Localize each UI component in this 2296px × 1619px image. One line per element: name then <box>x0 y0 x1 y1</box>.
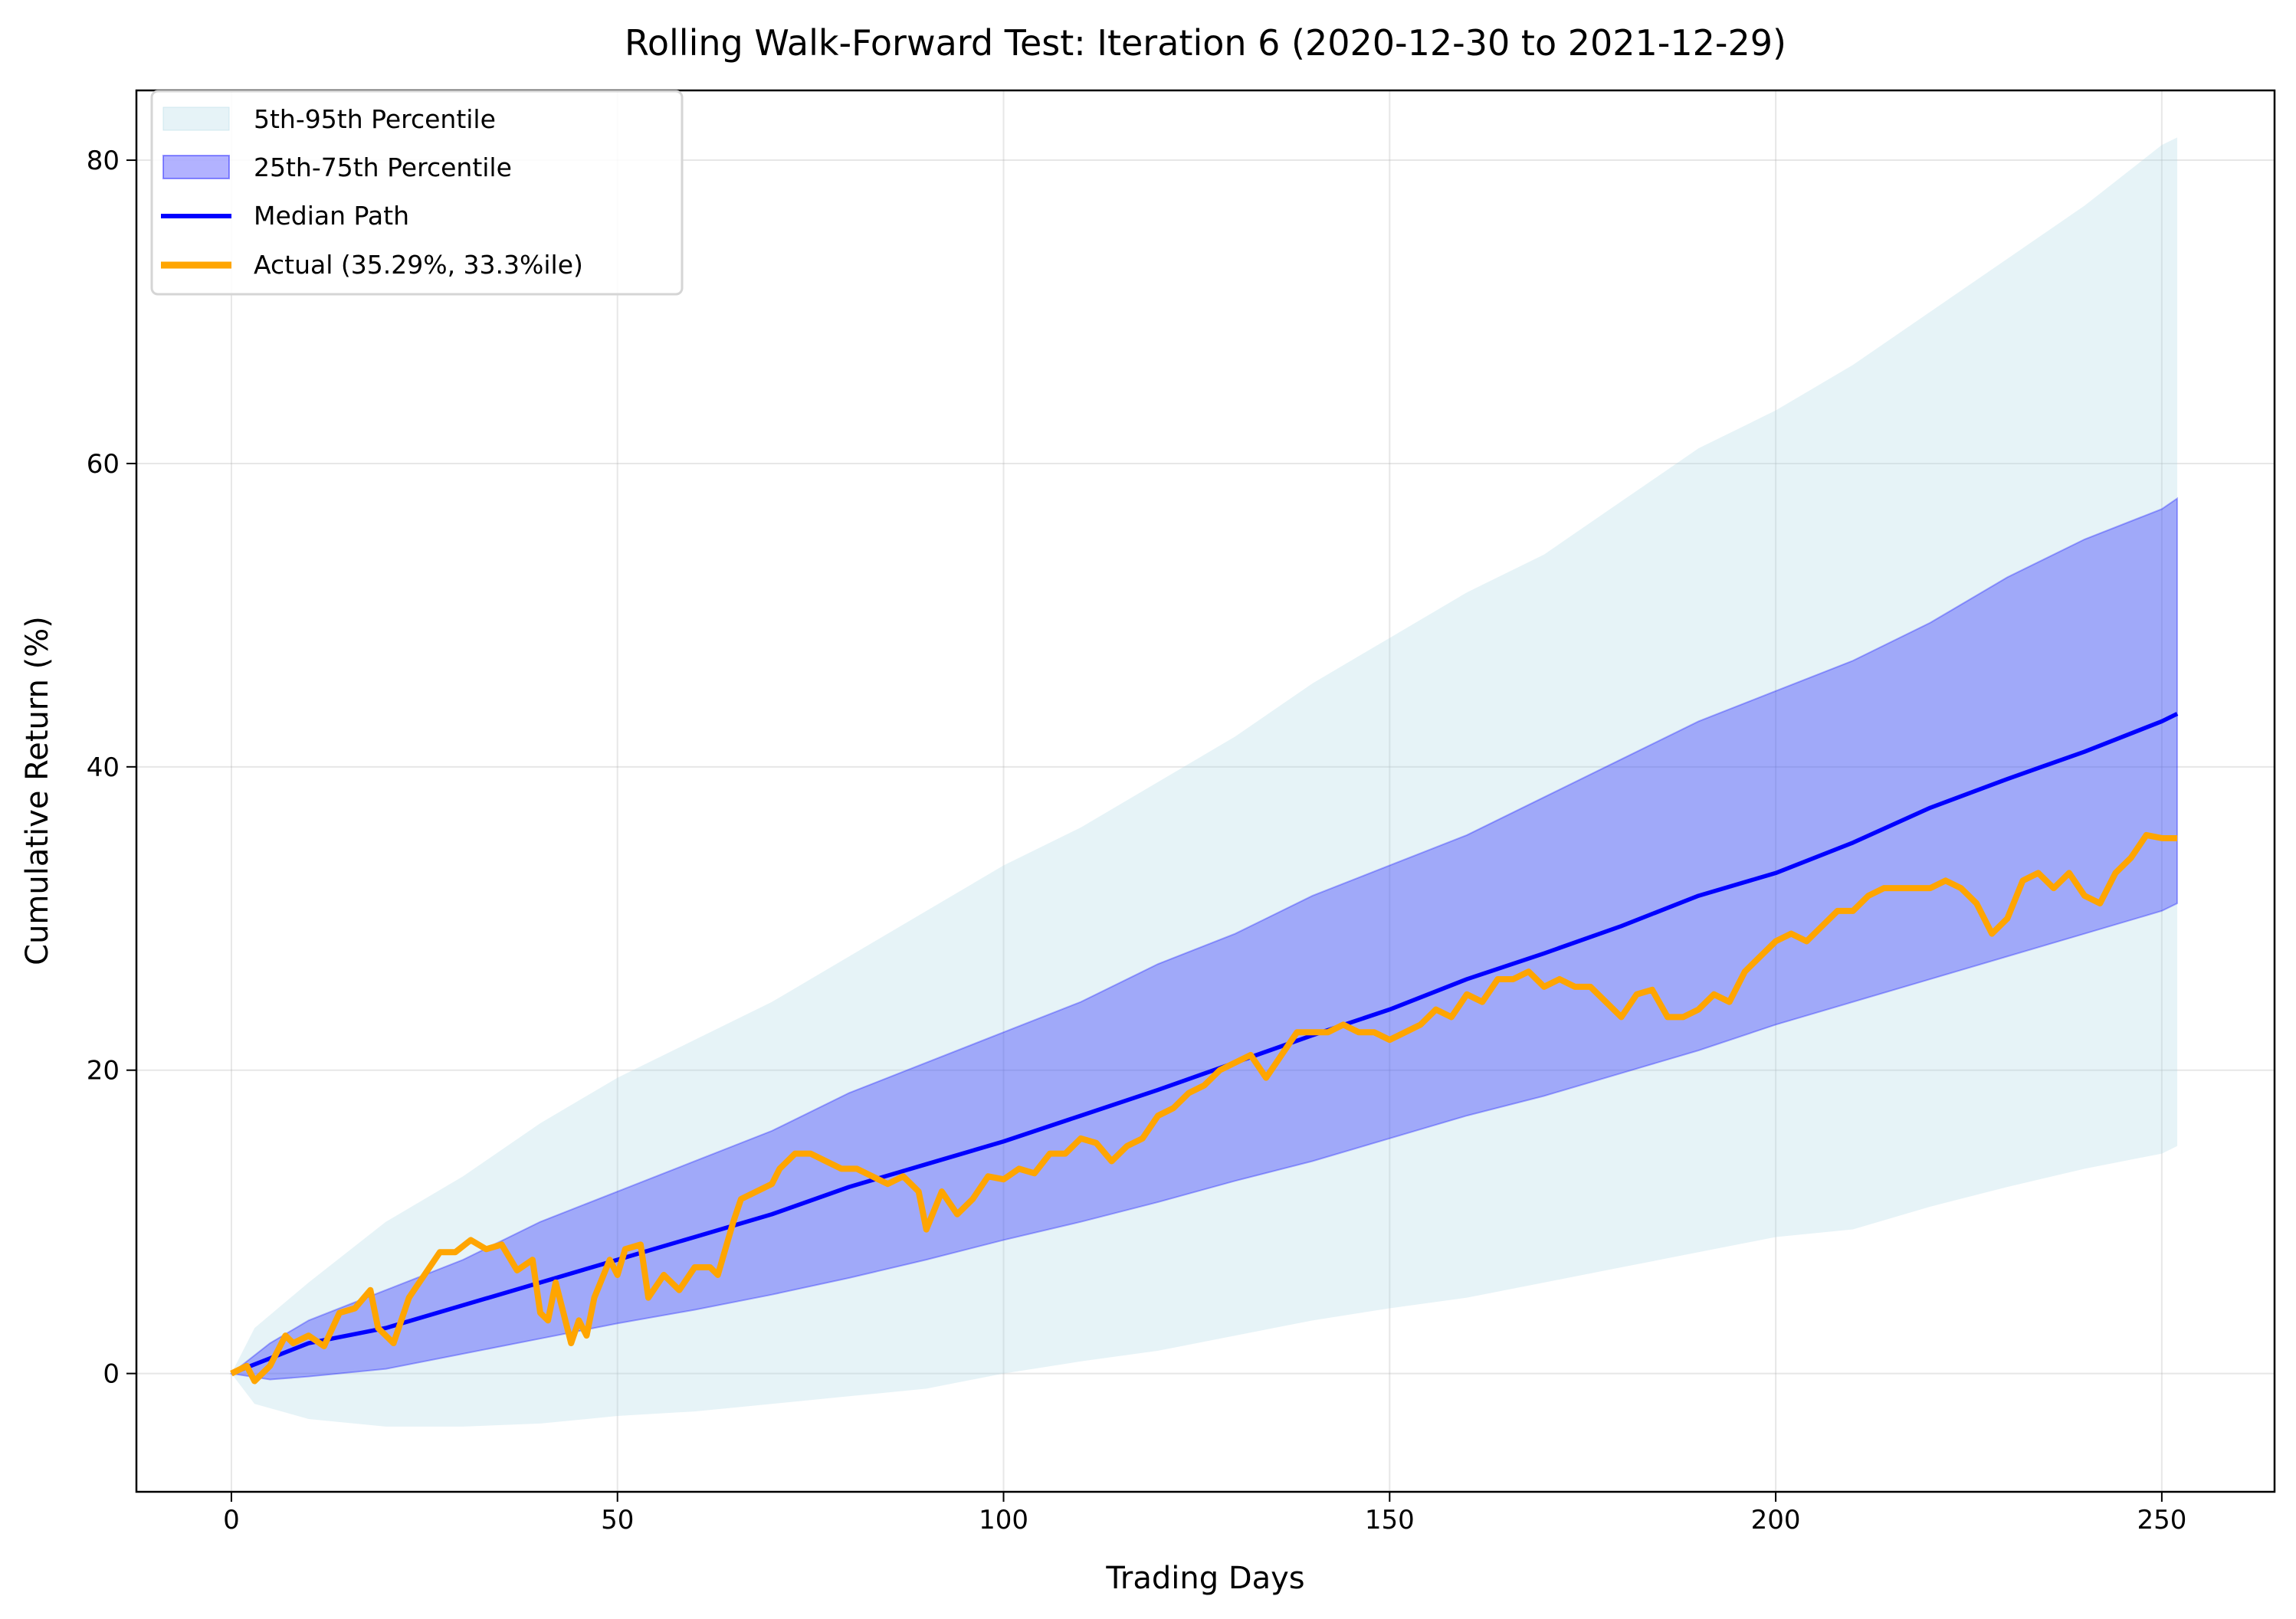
legend-label-inner-band: 25th-75th Percentile <box>254 152 512 182</box>
legend: 5th-95th Percentile 25th-75th Percentile… <box>150 90 684 296</box>
legend-box <box>150 90 684 296</box>
y-tick-label: 20 <box>87 1056 120 1086</box>
y-tick-label: 60 <box>87 449 120 480</box>
y-axis-label: Cumulative Return (%) <box>20 616 55 965</box>
legend-swatch-inner-band <box>162 155 230 179</box>
legend-label-outer-band: 5th-95th Percentile <box>254 104 496 134</box>
lines <box>230 712 2179 1385</box>
x-tick-label: 0 <box>223 1505 240 1535</box>
x-tick-label: 150 <box>1365 1505 1415 1535</box>
x-tick-label: 50 <box>601 1505 634 1535</box>
band-5-95 <box>231 137 2178 1427</box>
x-tick-label: 100 <box>979 1505 1028 1535</box>
legend-swatch-outer-band <box>162 107 230 131</box>
y-tick-label: 40 <box>87 752 120 783</box>
x-axis-label: Trading Days <box>1105 1561 1304 1596</box>
ticks: 0 50 100 150 200 250 0 20 40 60 80 <box>87 146 2187 1535</box>
y-tick-label: 80 <box>87 146 120 176</box>
bands <box>229 137 2179 1427</box>
y-tick-label: 0 <box>103 1359 120 1390</box>
chart-title: Rolling Walk-Forward Test: Iteration 6 (… <box>625 22 1786 64</box>
x-tick-label: 200 <box>1751 1505 1801 1535</box>
plot-frame <box>135 89 2276 1493</box>
x-tick-label: 250 <box>2137 1505 2186 1535</box>
legend-label-actual: Actual (35.29%, 33.3%ile) <box>254 250 583 280</box>
band-25-75 <box>229 497 2179 1381</box>
legend-label-median: Median Path <box>254 201 409 231</box>
actual-line <box>230 831 2178 1385</box>
